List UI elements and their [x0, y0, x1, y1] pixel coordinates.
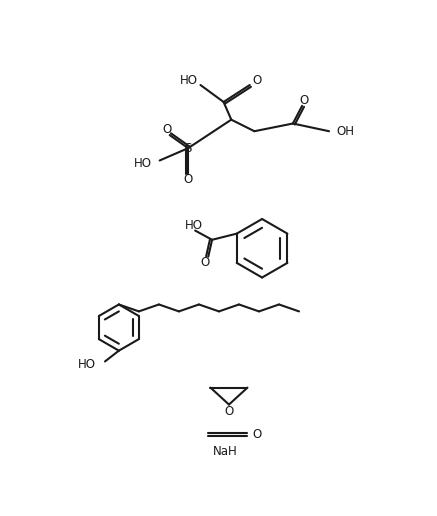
Text: NaH: NaH [213, 445, 237, 458]
Text: O: O [253, 74, 262, 87]
Text: HO: HO [184, 219, 203, 232]
Text: O: O [162, 123, 171, 136]
Text: O: O [252, 428, 261, 441]
Text: S: S [184, 142, 192, 155]
Text: O: O [184, 173, 193, 186]
Text: OH: OH [337, 125, 355, 138]
Text: HO: HO [180, 74, 198, 87]
Text: O: O [299, 94, 308, 107]
Text: O: O [224, 405, 234, 418]
Text: HO: HO [78, 358, 96, 371]
Text: O: O [201, 256, 210, 269]
Text: HO: HO [134, 157, 152, 170]
